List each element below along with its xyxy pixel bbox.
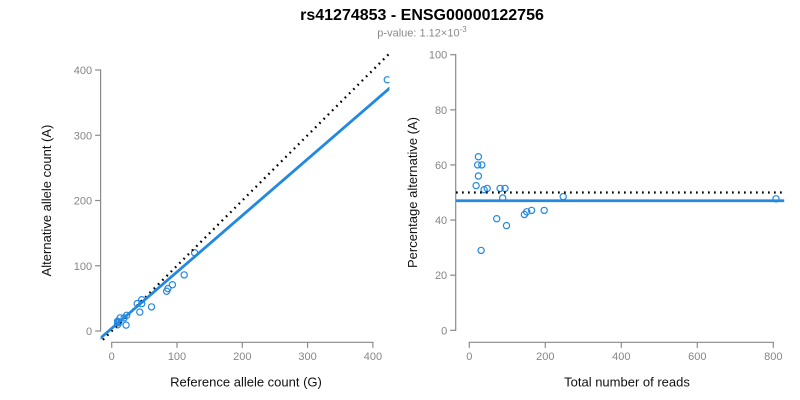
data-point (527, 206, 536, 215)
data-point (477, 246, 485, 255)
data-point (122, 311, 131, 319)
data-point (162, 287, 171, 295)
right-panel: 0 200 400 600 800 0 20 40 60 80 100 Total number of… (405, 50, 785, 390)
y-tick-label: 0 (441, 325, 447, 337)
y-tick-label: 100 (74, 261, 92, 273)
x-tick-label: 200 (536, 351, 554, 363)
y-tick-label: 400 (74, 65, 92, 77)
y-tick-label: 200 (74, 196, 92, 208)
x-tick-label: 400 (612, 351, 630, 363)
y-tick-label: 80 (435, 105, 447, 117)
pvalue-text: p-value: 1.12×10 (377, 27, 460, 40)
x-tick-label: 600 (688, 351, 706, 363)
fit-line (100, 86, 390, 340)
x-tick-label: 100 (168, 351, 186, 363)
data-point (180, 271, 188, 279)
data-point (122, 321, 130, 329)
y-tick-label: 100 (429, 50, 447, 62)
x-axis-title: Reference allele count (G) (170, 375, 322, 390)
points-layer (472, 152, 780, 255)
x-tick-label: 300 (298, 351, 316, 363)
data-point (559, 192, 567, 201)
data-point (383, 76, 390, 84)
x-tick-label: 200 (233, 351, 251, 363)
x-axis-title: Total number of reads (564, 375, 690, 390)
y-tick-label: 0 (86, 326, 92, 338)
x-tick-label: 0 (466, 351, 472, 363)
y-axis-title: Alternative allele count (A) (39, 125, 54, 277)
figure-title: rs41274853 - ENSG00000122756 (300, 7, 544, 24)
data-point (496, 184, 504, 193)
identity-line (100, 53, 390, 343)
data-point (136, 308, 144, 316)
x-tick-label: 800 (764, 351, 782, 363)
data-point (493, 214, 501, 223)
data-point (472, 181, 480, 190)
y-tick-label: 300 (74, 130, 92, 142)
y-tick-label: 40 (435, 215, 447, 227)
pvalue-exponent: -3 (459, 25, 467, 34)
data-point (474, 152, 483, 161)
data-point (168, 281, 177, 289)
left-panel: 0 100 200 300 400 0 100 200 300 400 Reference alle… (39, 53, 390, 390)
y-tick-label: 20 (435, 270, 447, 282)
x-tick-label: 0 (109, 351, 115, 363)
data-point (478, 161, 486, 169)
x-tick-label: 400 (364, 351, 382, 363)
data-point (147, 303, 156, 311)
figure-subtitle: p-value: 1.12×10-3 (377, 25, 466, 40)
data-point (502, 221, 511, 230)
data-point (474, 172, 483, 180)
y-axis-title: Percentage alternative (A) (405, 117, 420, 268)
data-point (474, 161, 482, 169)
y-tick-label: 60 (435, 160, 447, 172)
data-point (540, 206, 548, 215)
data-point (520, 210, 529, 219)
